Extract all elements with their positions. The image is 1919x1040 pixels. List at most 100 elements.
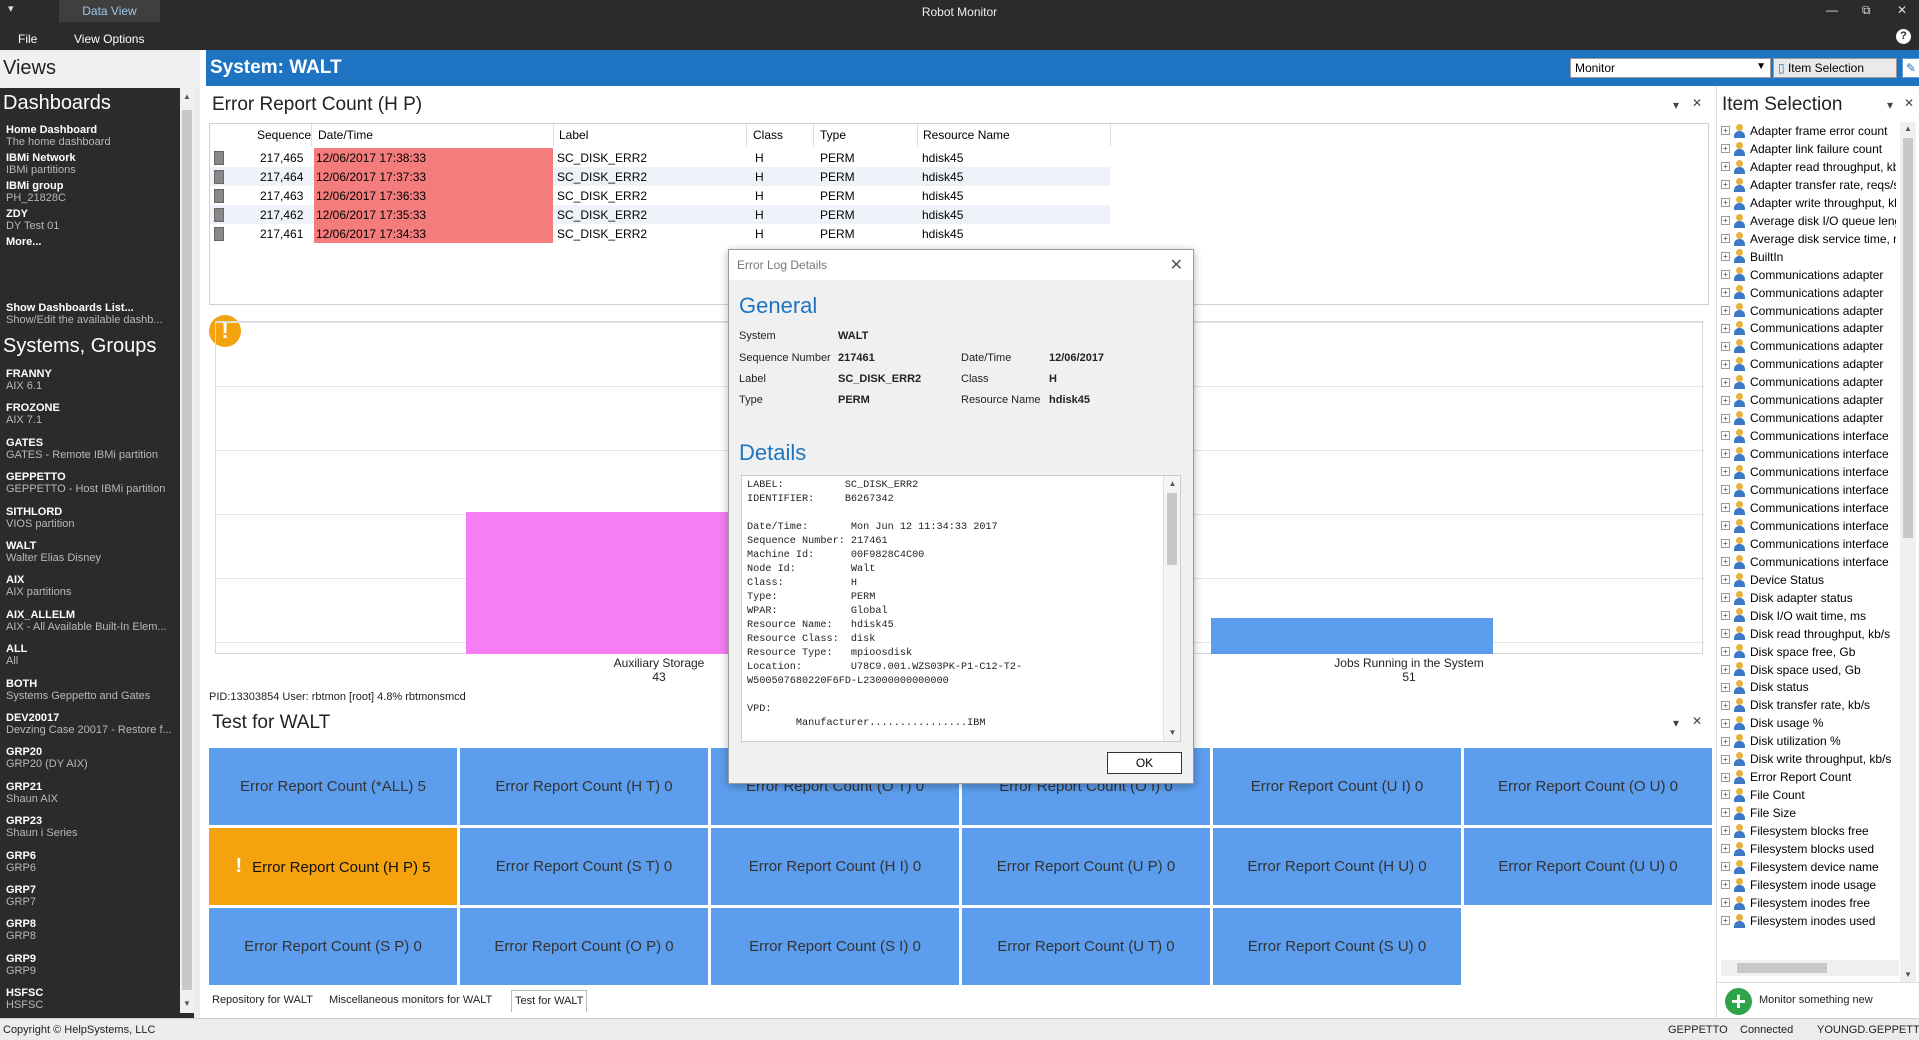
- dialog-close-icon[interactable]: ✕: [1169, 257, 1183, 274]
- left-scrollbar[interactable]: ▲ ▼: [180, 88, 194, 1013]
- tree-item[interactable]: + Communications adapter: [1721, 303, 1896, 321]
- menu-file[interactable]: File: [18, 32, 38, 46]
- tree-item[interactable]: + Filesystem inodes used: [1721, 913, 1896, 931]
- col-label[interactable]: Label: [559, 128, 589, 142]
- expand-icon[interactable]: +: [1721, 736, 1730, 746]
- tree-item[interactable]: + Communications adapter: [1721, 392, 1896, 410]
- monitor-select[interactable]: Monitor ▼: [1570, 58, 1771, 78]
- panel-close-icon[interactable]: ✕: [1692, 96, 1703, 110]
- system-item[interactable]: GRP8 GRP8: [6, 918, 178, 942]
- hscroll-thumb[interactable]: [1737, 963, 1827, 973]
- system-item[interactable]: GRP9 GRP9: [6, 953, 178, 977]
- tree-item[interactable]: + Communications interface: [1721, 446, 1896, 464]
- monitor-tile[interactable]: Error Report Count (S I) 0: [711, 908, 959, 985]
- expand-icon[interactable]: +: [1721, 826, 1730, 836]
- tree-item[interactable]: + Adapter read throughput, kb/s: [1721, 159, 1896, 177]
- tree-item[interactable]: + Communications interface: [1721, 464, 1896, 482]
- expand-icon[interactable]: +: [1721, 359, 1730, 369]
- system-item[interactable]: GRP6 GRP6: [6, 850, 178, 874]
- expand-icon[interactable]: +: [1721, 126, 1730, 136]
- ribbon-tab-data-view[interactable]: Data View: [59, 0, 160, 22]
- tree-item[interactable]: + Communications adapter: [1721, 374, 1896, 392]
- row-selector[interactable]: [214, 151, 224, 165]
- tree-item[interactable]: + Filesystem blocks used: [1721, 841, 1896, 859]
- tree-item[interactable]: + Communications interface: [1721, 500, 1896, 518]
- tree-item[interactable]: + BuiltIn: [1721, 249, 1896, 267]
- ok-button[interactable]: OK: [1107, 752, 1182, 774]
- edit-icon[interactable]: ✎: [1902, 58, 1919, 78]
- tree-item[interactable]: + Disk status: [1721, 679, 1896, 697]
- expand-icon[interactable]: +: [1721, 467, 1730, 477]
- expand-icon[interactable]: +: [1721, 503, 1730, 513]
- tree-item[interactable]: + Disk adapter status: [1721, 590, 1896, 608]
- system-item[interactable]: GATES GATES - Remote IBMi partition: [6, 437, 178, 461]
- expand-icon[interactable]: +: [1721, 575, 1730, 585]
- tree-item[interactable]: + Error Report Count: [1721, 769, 1896, 787]
- details-textbox[interactable]: LABEL: SC_DISK_ERR2 IDENTIFIER: B6267342…: [741, 475, 1181, 742]
- row-selector[interactable]: [214, 170, 224, 184]
- expand-icon[interactable]: +: [1721, 880, 1730, 890]
- tree-item[interactable]: + Communications interface: [1721, 554, 1896, 572]
- table-row[interactable]: 217,462 12/06/2017 17:35:33 SC_DISK_ERR2 H P…: [210, 205, 1710, 224]
- quick-access-icon[interactable]: ▾: [8, 3, 14, 15]
- item-selection-button[interactable]: ▯ Item Selection: [1773, 58, 1897, 78]
- expand-icon[interactable]: +: [1721, 269, 1730, 279]
- tree-item[interactable]: + Disk transfer rate, kb/s: [1721, 697, 1896, 715]
- tree-item[interactable]: + Disk read throughput, kb/s: [1721, 626, 1896, 644]
- system-item[interactable]: ALL All: [6, 643, 178, 667]
- col-class[interactable]: Class: [753, 128, 784, 142]
- monitor-tile[interactable]: Error Report Count (H U) 0: [1213, 828, 1461, 905]
- panel-close-icon[interactable]: ✕: [1904, 96, 1915, 110]
- dashboard-item[interactable]: ZDY DY Test 01: [6, 208, 178, 232]
- monitor-tile[interactable]: Error Report Count (U T) 0: [962, 908, 1210, 985]
- expand-icon[interactable]: +: [1721, 323, 1730, 333]
- col-type[interactable]: Type: [820, 128, 847, 142]
- menu-view-options[interactable]: View Options: [74, 32, 145, 46]
- system-item[interactable]: AIX_ALLELM AIX - All Available Built-In E…: [6, 609, 178, 633]
- system-item[interactable]: GRP7 GRP7: [6, 884, 178, 908]
- tree-item[interactable]: + File Size: [1721, 805, 1896, 823]
- monitor-tile[interactable]: Error Report Count (H T) 0: [460, 748, 708, 825]
- tree-item[interactable]: + Adapter transfer rate, reqs/s: [1721, 177, 1896, 195]
- expand-icon[interactable]: +: [1721, 557, 1730, 567]
- row-selector[interactable]: [214, 227, 224, 241]
- tree-item[interactable]: + Disk write throughput, kb/s: [1721, 751, 1896, 769]
- expand-icon[interactable]: +: [1721, 198, 1730, 208]
- tree-item[interactable]: + Communications adapter: [1721, 356, 1896, 374]
- expand-icon[interactable]: +: [1721, 485, 1730, 495]
- minimize-icon[interactable]: —: [1826, 3, 1838, 17]
- expand-icon[interactable]: +: [1721, 790, 1730, 800]
- show-dashboards-list[interactable]: Show Dashboards List... Show/Edit the av…: [6, 302, 178, 326]
- system-item[interactable]: AIX AIX partitions: [6, 574, 178, 598]
- system-item[interactable]: DEV20017 Devzing Case 20017 - Restore f..…: [6, 712, 178, 736]
- expand-icon[interactable]: +: [1721, 898, 1730, 908]
- expand-icon[interactable]: +: [1721, 449, 1730, 459]
- tab-repository[interactable]: Repository for WALT: [212, 994, 313, 1006]
- expand-icon[interactable]: +: [1721, 305, 1730, 315]
- panel-close-icon[interactable]: ✕: [1692, 714, 1703, 728]
- scroll-down-icon[interactable]: ▼: [1904, 970, 1912, 979]
- bar-jobs-running[interactable]: [1211, 618, 1493, 654]
- tree-item[interactable]: + Device Status: [1721, 572, 1896, 590]
- tree-item[interactable]: + Communications adapter: [1721, 410, 1896, 428]
- tree-item[interactable]: + Filesystem device name: [1721, 859, 1896, 877]
- tree-item[interactable]: + Communications interface: [1721, 518, 1896, 536]
- system-item[interactable]: BOTH Systems Geppetto and Gates: [6, 678, 178, 702]
- monitor-tile[interactable]: ! Error Report Count (H P) 5: [209, 828, 457, 905]
- monitor-tile[interactable]: Error Report Count (O U) 0: [1464, 748, 1712, 825]
- monitor-tile[interactable]: Error Report Count (U U) 0: [1464, 828, 1712, 905]
- tab-test[interactable]: Test for WALT: [511, 990, 588, 1012]
- dashboard-item[interactable]: More...: [6, 236, 178, 248]
- system-item[interactable]: GRP20 GRP20 (DY AIX): [6, 746, 178, 770]
- dashboard-item[interactable]: IBMi group PH_21828C: [6, 180, 178, 204]
- panel-menu-icon[interactable]: ▾: [1887, 98, 1894, 112]
- tab-misc-monitors[interactable]: Miscellaneous monitors for WALT: [329, 994, 493, 1006]
- scroll-down-icon[interactable]: ▼: [183, 999, 191, 1008]
- expand-icon[interactable]: +: [1721, 628, 1730, 638]
- expand-icon[interactable]: +: [1721, 664, 1730, 674]
- tree-scrollbar[interactable]: ▲ ▼: [1900, 122, 1916, 982]
- monitor-tile[interactable]: Error Report Count (U I) 0: [1213, 748, 1461, 825]
- expand-icon[interactable]: +: [1721, 251, 1730, 261]
- expand-icon[interactable]: +: [1721, 862, 1730, 872]
- tree-item[interactable]: + Disk space free, Gb: [1721, 644, 1896, 662]
